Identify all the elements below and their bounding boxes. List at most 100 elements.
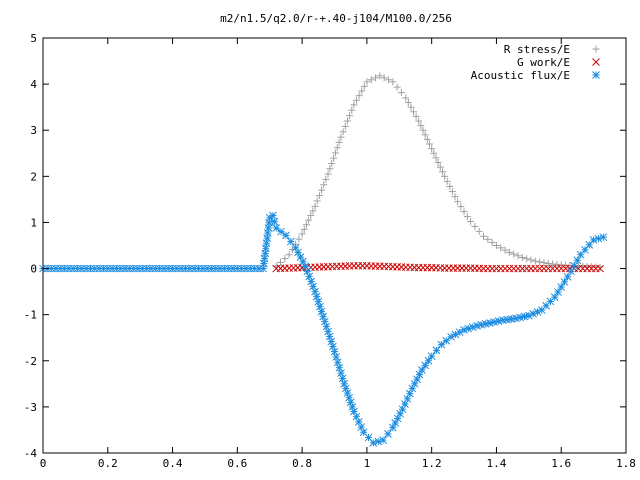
series-r-stress-e <box>272 72 604 271</box>
legend-marker <box>592 58 600 66</box>
data-point <box>286 237 295 246</box>
y-tick-label: 5 <box>30 32 37 45</box>
data-point <box>418 366 426 374</box>
data-point <box>402 94 410 102</box>
legend-marker <box>592 71 600 79</box>
y-tick-label: 3 <box>30 124 37 137</box>
data-point <box>318 186 326 194</box>
marker-stroke <box>418 366 426 374</box>
marker-stroke <box>337 369 345 377</box>
x-tick-label: 0.6 <box>227 457 247 470</box>
marker-stroke <box>291 243 300 252</box>
data-point <box>423 135 431 143</box>
marker-stroke <box>265 219 273 227</box>
marker-stroke <box>296 253 305 261</box>
data-point <box>596 264 604 273</box>
marker-stroke <box>263 234 271 242</box>
data-point <box>272 224 281 232</box>
marker-stroke <box>305 272 314 281</box>
marker-stroke <box>320 317 329 326</box>
marker-stroke <box>340 379 349 388</box>
data-point <box>330 347 339 356</box>
marker-stroke <box>335 363 344 372</box>
data-point <box>460 208 468 216</box>
marker-stroke <box>563 273 572 281</box>
marker-stroke <box>338 374 347 383</box>
marker-stroke <box>554 288 562 296</box>
marker-stroke <box>272 224 281 232</box>
marker-stroke <box>316 302 324 311</box>
data-point <box>316 302 324 311</box>
data-point <box>309 207 317 215</box>
x-tick-label: 1.2 <box>422 457 442 470</box>
marker-stroke <box>260 259 268 268</box>
data-point <box>576 250 585 259</box>
data-point <box>302 221 310 229</box>
marker-stroke <box>437 340 446 349</box>
data-point <box>412 112 420 120</box>
data-point <box>331 149 339 157</box>
data-point <box>479 232 487 240</box>
data-point <box>327 337 336 346</box>
data-point <box>404 99 412 107</box>
data-point <box>599 233 608 242</box>
y-tick-label: 2 <box>30 170 37 183</box>
data-point <box>527 256 535 264</box>
marker-stroke <box>346 398 355 407</box>
data-point <box>338 374 347 383</box>
data-point <box>518 253 526 261</box>
y-tick-label: -1 <box>24 309 37 322</box>
data-point <box>427 352 436 361</box>
data-point <box>442 336 451 345</box>
data-point <box>448 188 456 196</box>
data-point <box>473 321 481 330</box>
plot-frame <box>42 37 627 454</box>
data-point <box>372 74 380 82</box>
data-point <box>505 248 513 256</box>
legend-label: R stress/E <box>504 43 570 56</box>
data-point <box>360 82 368 90</box>
data-point <box>328 159 336 167</box>
marker-stroke <box>333 358 342 367</box>
marker-stroke <box>317 307 326 316</box>
data-point <box>337 133 345 141</box>
legend-marker <box>592 45 600 53</box>
data-point <box>428 145 436 153</box>
data-point <box>471 222 479 230</box>
data-point <box>319 312 328 321</box>
marker-stroke <box>384 430 392 438</box>
data-point <box>322 175 330 183</box>
data-point <box>346 112 354 120</box>
data-point <box>443 177 451 185</box>
data-point <box>300 225 308 233</box>
data-point <box>384 430 392 438</box>
data-point <box>367 76 375 84</box>
y-axis: 5 4 3 2 1 0 -1 -2 -3 -4 <box>24 32 626 460</box>
marker-stroke <box>442 336 451 345</box>
data-point <box>358 87 366 95</box>
marker-stroke <box>557 283 566 291</box>
marker-stroke <box>379 436 387 444</box>
data-point <box>424 356 433 365</box>
marker-stroke <box>319 312 328 321</box>
marker-stroke <box>350 407 358 416</box>
data-point <box>322 322 331 331</box>
data-point <box>320 317 329 326</box>
marker-stroke <box>343 389 352 397</box>
marker-stroke <box>352 412 361 421</box>
data-point <box>451 193 459 201</box>
data-point <box>380 74 388 82</box>
marker-stroke <box>264 224 273 232</box>
marker-stroke <box>307 277 316 286</box>
data-point <box>329 342 337 351</box>
marker-stroke <box>560 278 569 286</box>
marker-stroke <box>329 342 337 351</box>
data-point <box>467 218 475 226</box>
marker-stroke <box>354 418 363 426</box>
legend-label: Acoustic flux/E <box>471 69 570 82</box>
data-point <box>281 255 289 263</box>
marker-stroke <box>599 233 608 242</box>
data-point <box>263 234 271 242</box>
marker-stroke <box>460 326 468 334</box>
